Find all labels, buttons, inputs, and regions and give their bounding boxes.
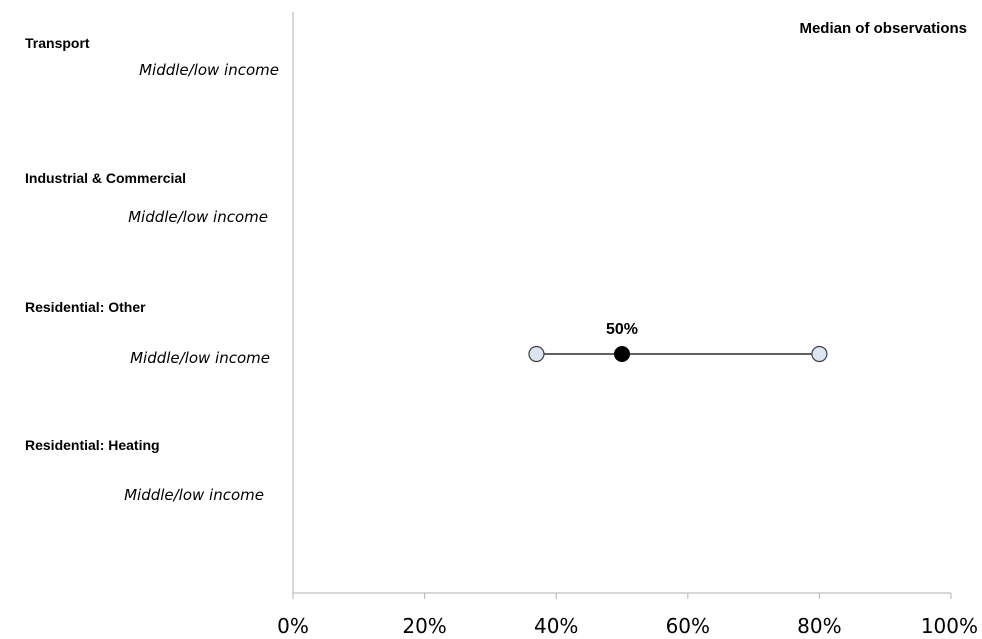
- x-tick-label: 0%: [277, 614, 309, 638]
- x-tick-label: 20%: [402, 614, 446, 638]
- category-label-residential-heating: Residential: Heating: [25, 437, 160, 453]
- range-marks: 50%: [528, 321, 828, 363]
- category-labels: Transport Middle/low income Industrial &…: [25, 35, 279, 504]
- range-max-point: [811, 345, 828, 363]
- subgroup-label-transport: Middle/low income: [139, 61, 279, 79]
- x-axis-ticks: [292, 593, 952, 599]
- legend-title: Median of observations: [799, 20, 967, 37]
- subgroup-label-residential-heating: Middle/low income: [124, 486, 264, 504]
- subgroup-label-residential-other: Middle/low income: [130, 349, 270, 367]
- category-label-transport: Transport: [25, 35, 90, 51]
- median-point: [614, 346, 630, 362]
- x-tick-label: 100%: [921, 614, 978, 638]
- x-tick-label: 80%: [797, 614, 841, 638]
- x-axis-tick-labels: 0% 20% 40% 60% 80% 100%: [277, 614, 978, 638]
- category-label-residential-other: Residential: Other: [25, 299, 146, 315]
- category-label-industrial-commercial: Industrial & Commercial: [25, 170, 186, 186]
- x-tick-label: 60%: [666, 614, 710, 638]
- subgroup-label-industrial-commercial: Middle/low income: [128, 208, 268, 226]
- range-min-point: [528, 345, 545, 363]
- x-tick-label: 40%: [534, 614, 578, 638]
- median-data-label: 50%: [606, 321, 638, 338]
